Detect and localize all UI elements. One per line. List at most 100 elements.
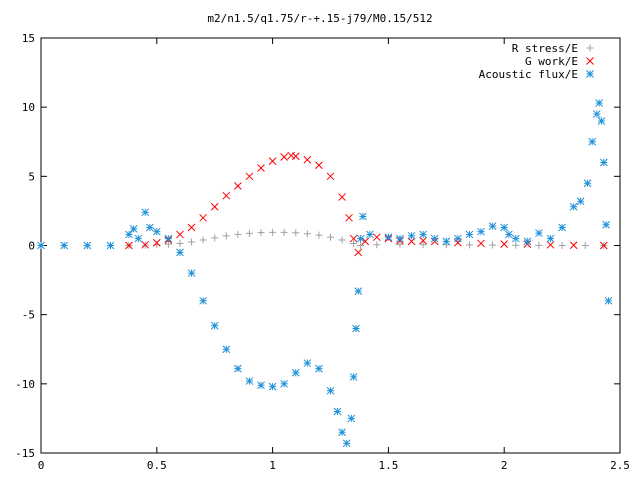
series-layer — [37, 99, 613, 448]
point-s1-5 — [187, 223, 196, 232]
point-s2-6 — [134, 234, 143, 243]
point-s2-20 — [280, 379, 289, 388]
y-tick-label-1: -10 — [15, 378, 35, 391]
x-tick-label-5: 2.5 — [610, 459, 630, 472]
point-s0-30 — [581, 242, 589, 249]
y-tick-label-2: -5 — [22, 309, 35, 322]
point-s0-18 — [338, 236, 346, 244]
point-s2-59 — [599, 158, 608, 167]
point-s2-58 — [597, 117, 606, 125]
point-s0-6 — [199, 236, 207, 244]
point-s2-12 — [187, 269, 196, 278]
point-s1-13 — [280, 153, 289, 161]
point-s2-32 — [356, 234, 365, 243]
y-tick-label-6: 15 — [22, 32, 35, 45]
point-s2-36 — [396, 234, 404, 243]
point-s1-4 — [176, 230, 184, 239]
x-tick-label-2: 1 — [269, 459, 276, 472]
legend-marker-2 — [586, 70, 594, 78]
point-s0-7 — [211, 234, 219, 242]
point-s2-18 — [257, 381, 265, 390]
point-s2-28 — [347, 414, 356, 423]
point-s0-14 — [292, 229, 300, 237]
point-s2-5 — [129, 225, 138, 233]
point-s2-48 — [523, 237, 532, 246]
point-s2-43 — [477, 227, 485, 236]
point-s2-33 — [359, 212, 367, 221]
point-s2-42 — [465, 230, 474, 239]
point-s1-22 — [354, 248, 363, 257]
point-s1-2 — [152, 238, 161, 247]
point-s0-26 — [489, 241, 497, 249]
point-s2-44 — [488, 222, 497, 230]
x-tick-label-3: 1.5 — [378, 459, 398, 472]
point-s2-60 — [602, 220, 610, 229]
point-s0-5 — [188, 238, 196, 246]
point-s1-9 — [234, 182, 242, 190]
point-s2-37 — [407, 231, 416, 240]
point-s1-12 — [268, 157, 277, 165]
point-s1-8 — [222, 191, 231, 200]
series-0 — [125, 228, 608, 249]
point-s1-34 — [546, 240, 555, 249]
point-s2-26 — [338, 428, 346, 437]
legend-label-2: Acoustic flux/E — [479, 68, 578, 81]
point-s1-18 — [326, 172, 335, 181]
point-s0-10 — [245, 229, 253, 237]
chart-title: m2/n1.5/q1.75/r-+.15-j79/M0.15/512 — [207, 12, 432, 25]
point-s2-34 — [366, 230, 374, 239]
point-s0-28 — [535, 241, 543, 249]
point-s2-14 — [210, 321, 219, 330]
point-s2-29 — [349, 373, 358, 381]
point-s1-32 — [500, 240, 509, 248]
point-s0-23 — [419, 241, 427, 249]
point-s1-27 — [407, 237, 416, 246]
point-s2-0 — [37, 241, 45, 250]
y-tick-label-5: 10 — [22, 101, 35, 114]
point-s1-16 — [303, 155, 312, 164]
point-s1-19 — [338, 193, 346, 201]
point-s2-23 — [315, 364, 323, 373]
point-s2-39 — [430, 234, 439, 243]
x-tick-label-1: 0.5 — [147, 459, 167, 472]
point-s2-50 — [546, 234, 555, 243]
point-s2-3 — [106, 241, 115, 250]
point-s0-12 — [269, 228, 277, 236]
point-s0-20 — [357, 242, 365, 249]
point-s1-1 — [141, 240, 150, 249]
point-s2-30 — [352, 324, 360, 333]
point-s2-47 — [511, 234, 520, 243]
point-s2-51 — [558, 223, 566, 232]
legend-marker-1 — [586, 57, 594, 65]
point-s2-7 — [141, 208, 150, 217]
point-s2-54 — [583, 179, 592, 188]
point-s1-36 — [599, 241, 608, 250]
point-s0-13 — [280, 228, 288, 236]
point-s2-53 — [576, 197, 585, 206]
point-s1-6 — [199, 213, 207, 222]
point-s1-11 — [257, 164, 265, 172]
point-s2-22 — [303, 359, 312, 367]
point-s2-46 — [504, 230, 513, 239]
axes: 0 0.5 1 1.5 2 2.5 -15 -10 -5 0 5 10 15 — [15, 32, 630, 472]
point-s2-56 — [592, 110, 601, 118]
point-s0-19 — [350, 239, 358, 247]
point-s2-15 — [222, 345, 231, 354]
point-s0-27 — [512, 241, 520, 249]
point-s1-35 — [569, 241, 578, 250]
point-s1-20 — [345, 213, 353, 222]
point-s2-31 — [354, 287, 363, 296]
legend-marker-0 — [586, 44, 594, 52]
point-s2-57 — [595, 99, 604, 107]
point-s2-4 — [125, 230, 133, 239]
point-s0-9 — [234, 230, 242, 238]
point-s2-27 — [342, 439, 351, 448]
point-s0-8 — [222, 232, 230, 240]
point-s2-16 — [234, 364, 242, 373]
point-s2-8 — [145, 223, 154, 232]
point-s1-0 — [125, 241, 133, 250]
point-s2-61 — [604, 296, 613, 305]
point-s1-24 — [372, 233, 381, 242]
point-s0-11 — [257, 229, 265, 237]
